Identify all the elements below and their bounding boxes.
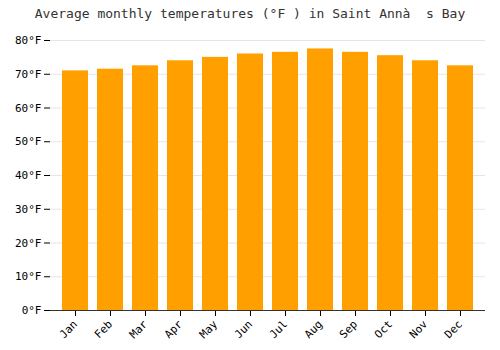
svg-text:Dec: Dec (442, 318, 465, 341)
svg-text:Sep: Sep (337, 318, 360, 341)
svg-text:Jun: Jun (232, 318, 255, 341)
svg-text:40°F: 40°F (15, 169, 42, 182)
svg-text:30°F: 30°F (15, 203, 42, 216)
svg-text:80°F: 80°F (15, 34, 42, 47)
svg-text:Feb: Feb (92, 318, 115, 341)
svg-text:60°F: 60°F (15, 102, 42, 115)
svg-text:May: May (197, 317, 221, 341)
svg-text:Oct: Oct (372, 318, 395, 341)
svg-text:Nov: Nov (407, 317, 431, 341)
svg-text:Aug: Aug (302, 318, 325, 341)
svg-text:70°F: 70°F (15, 68, 42, 81)
svg-text:Jan: Jan (57, 318, 80, 341)
svg-text:20°F: 20°F (15, 237, 42, 250)
html-text:Average monthly temperatures (: Average monthly temperatures (°F ) in Sa… (34, 6, 466, 21)
svg-text:50°F: 50°F (15, 135, 42, 148)
svg-text:10°F: 10°F (15, 270, 42, 283)
svg-text:Mar: Mar (127, 317, 151, 341)
svg-text:Apr: Apr (162, 317, 186, 341)
svg-text:0°F: 0°F (22, 304, 42, 317)
svg-text:Jul: Jul (267, 318, 290, 341)
